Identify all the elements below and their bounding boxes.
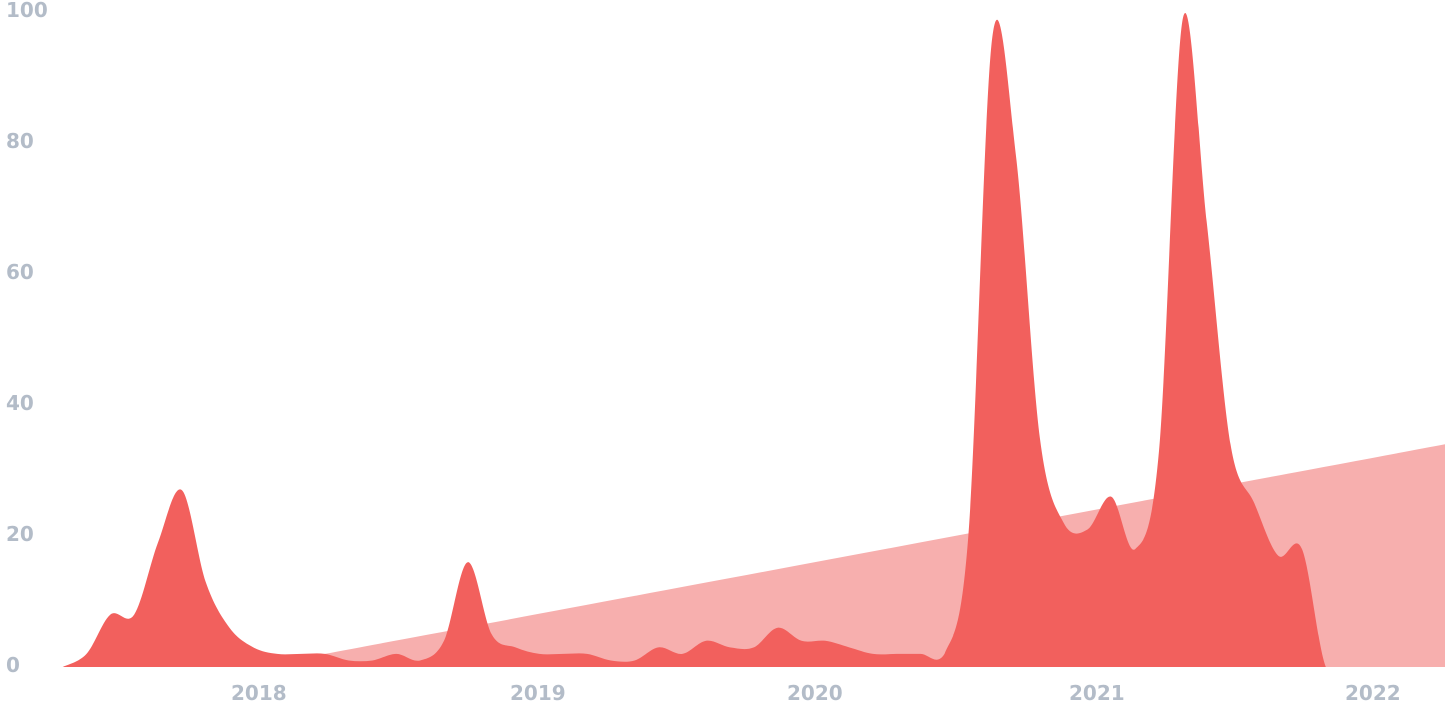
plot-area [62,13,1446,667]
x-tick-label: 2019 [510,681,566,705]
x-tick-label: 2020 [787,681,843,705]
y-tick-label: 80 [6,129,34,153]
y-tick-label: 60 [6,260,34,284]
x-tick-label: 2021 [1069,681,1125,705]
y-tick-label: 0 [6,653,20,677]
y-tick-label: 20 [6,522,34,546]
y-axis: 0 20 40 60 80 100 [6,0,48,677]
x-tick-label: 2022 [1345,681,1401,705]
x-tick-label: 2018 [231,681,287,705]
main-area [62,13,1446,667]
y-tick-label: 100 [6,0,48,22]
x-axis: 2018 2019 2020 2021 2022 [231,681,1401,705]
y-tick-label: 40 [6,391,34,415]
